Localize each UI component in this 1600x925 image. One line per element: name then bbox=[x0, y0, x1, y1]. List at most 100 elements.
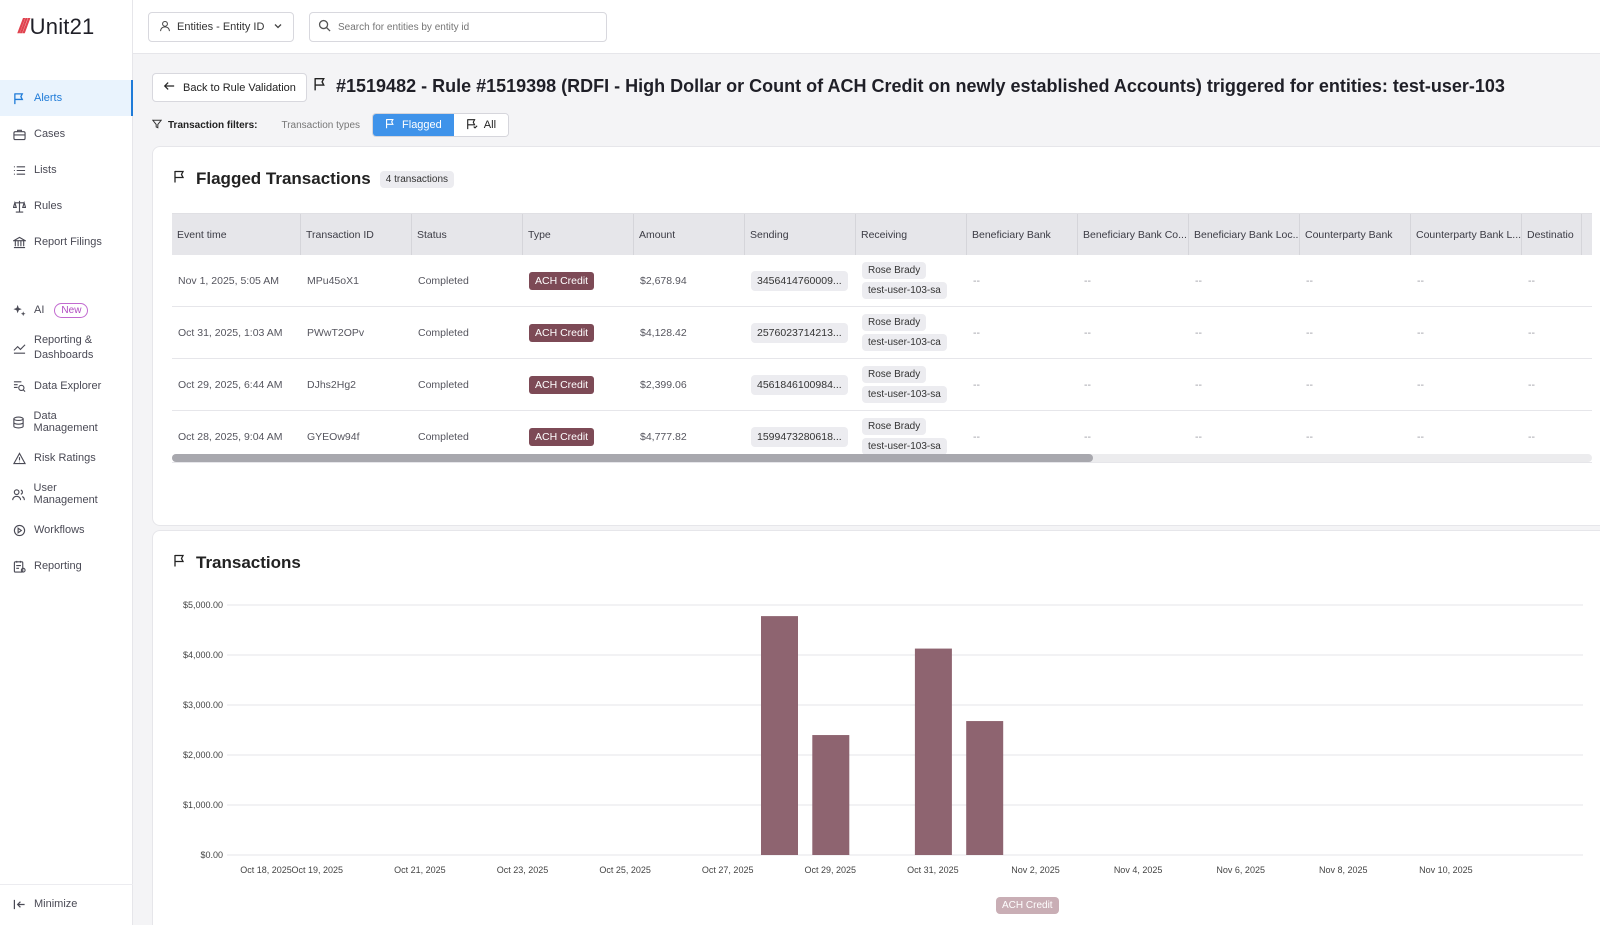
table-row[interactable]: Oct 31, 2025, 1:03 AM PWwT2OPv Completed AC… bbox=[172, 307, 1592, 359]
column-header[interactable]: Status bbox=[412, 214, 523, 255]
empty-cell: -- bbox=[1411, 255, 1522, 306]
legend-ach-credit[interactable]: ACH Credit bbox=[996, 897, 1059, 914]
receiving-account-chip[interactable]: test-user-103-sa bbox=[862, 438, 947, 455]
empty-cell: -- bbox=[1300, 411, 1411, 462]
sidebar-item-ai[interactable]: AI New bbox=[0, 292, 133, 328]
amount: $4,777.82 bbox=[640, 430, 687, 443]
receiving-name-chip[interactable]: Rose Brady bbox=[862, 262, 927, 279]
receiving-name-chip[interactable]: Rose Brady bbox=[862, 418, 927, 435]
sidebar-item-rules[interactable]: Rules bbox=[0, 188, 133, 224]
flagged-toggle-button[interactable]: Flagged bbox=[373, 114, 454, 136]
entity-type-select[interactable]: Entities - Entity ID bbox=[148, 12, 294, 42]
chart-bar[interactable] bbox=[966, 721, 1004, 855]
y-tick-label: $2,000.00 bbox=[183, 750, 223, 760]
transaction-id[interactable]: MPu45oX1 bbox=[307, 274, 359, 287]
sidebar-item-label: Lists bbox=[34, 164, 57, 176]
column-header[interactable]: Type bbox=[523, 214, 634, 255]
column-header[interactable]: Beneficiary Bank bbox=[967, 214, 1078, 255]
column-header[interactable]: Destinatio bbox=[1522, 214, 1582, 255]
sidebar-item-risk-ratings[interactable]: Risk Ratings bbox=[0, 440, 133, 476]
transaction-types-filter[interactable]: Transaction types bbox=[281, 119, 361, 131]
chart-bar[interactable] bbox=[914, 648, 952, 855]
flag-icon bbox=[173, 553, 187, 573]
sending-account-chip[interactable]: 3456414760009... bbox=[751, 270, 848, 291]
sidebar-item-label: AI bbox=[34, 304, 45, 316]
column-header[interactable]: Beneficiary Bank Co... bbox=[1078, 214, 1189, 255]
empty-value: -- bbox=[1528, 430, 1535, 443]
logo-text: Unit21 bbox=[29, 14, 95, 39]
horizontal-scrollbar[interactable] bbox=[172, 454, 1592, 462]
sending-account-chip[interactable]: 4561846100984... bbox=[751, 374, 848, 395]
new-badge: New bbox=[54, 302, 89, 318]
receiving-account-chip[interactable]: test-user-103-ca bbox=[862, 334, 947, 351]
chevron-down-icon bbox=[273, 21, 283, 34]
sidebar-item-label: Workflows bbox=[34, 524, 85, 536]
receiving-account-chip[interactable]: test-user-103-sa bbox=[862, 282, 947, 299]
column-header[interactable]: Event time bbox=[172, 214, 301, 255]
table-row[interactable]: Oct 28, 2025, 9:04 AM GYEOw94f Completed AC… bbox=[172, 411, 1592, 463]
sidebar-item-reporting[interactable]: Reporting bbox=[0, 548, 133, 584]
table-row[interactable]: Oct 29, 2025, 6:44 AM DJhs2Hg2 Completed AC… bbox=[172, 359, 1592, 411]
amount-cell: $4,777.82 bbox=[634, 411, 745, 462]
minimize-button[interactable]: Minimize bbox=[0, 893, 133, 915]
scale-icon bbox=[12, 199, 26, 213]
all-toggle-button[interactable]: All bbox=[453, 114, 509, 136]
transactions-title: Transactions bbox=[173, 553, 301, 573]
page-title-text: #1519482 - Rule #1519398 (RDFI - High Do… bbox=[336, 76, 1505, 96]
column-header[interactable]: Beneficiary Bank Loc... bbox=[1189, 214, 1300, 255]
logo[interactable]: /// Unit21 bbox=[18, 14, 94, 40]
entity-select-value: Entities - Entity ID bbox=[177, 21, 265, 33]
sidebar: /// Unit21 Alerts Cases Lists Rules Repo… bbox=[0, 0, 133, 925]
entity-search[interactable] bbox=[309, 12, 607, 42]
empty-value: -- bbox=[1528, 326, 1535, 339]
sidebar-item-label: Reporting & Dashboards bbox=[34, 334, 94, 361]
x-tick-label: Oct 23, 2025 bbox=[497, 865, 549, 875]
empty-value: -- bbox=[973, 326, 980, 339]
back-to-rule-validation-button[interactable]: Back to Rule Validation bbox=[152, 73, 307, 102]
column-header[interactable]: Counterparty Bank L... bbox=[1411, 214, 1522, 255]
y-tick-label: $1,000.00 bbox=[183, 800, 223, 810]
column-header[interactable]: Receiving bbox=[856, 214, 967, 255]
sidebar-item-data-explorer[interactable]: Data Explorer bbox=[0, 368, 133, 404]
chart-bar[interactable] bbox=[812, 735, 850, 855]
scrollbar-thumb[interactable] bbox=[172, 454, 1093, 462]
report-icon bbox=[12, 559, 26, 573]
sending-account-chip[interactable]: 2576023714213... bbox=[751, 322, 848, 343]
column-header[interactable]: Counterparty Bank bbox=[1300, 214, 1411, 255]
sidebar-item-cases[interactable]: Cases bbox=[0, 116, 133, 152]
column-header[interactable]: Amount bbox=[634, 214, 745, 255]
search-input[interactable] bbox=[338, 21, 588, 33]
filters-label: Transaction filters: bbox=[151, 119, 257, 132]
nav-secondary: AI New Reporting & Dashboards Data Explo… bbox=[0, 292, 133, 584]
receiving-name-chip[interactable]: Rose Brady bbox=[862, 366, 927, 383]
x-tick-label: Nov 10, 2025 bbox=[1419, 865, 1473, 875]
type-cell: ACH Credit bbox=[523, 411, 634, 462]
column-header[interactable]: Transaction ID bbox=[301, 214, 412, 255]
sidebar-item-alerts[interactable]: Alerts bbox=[0, 80, 133, 116]
transaction-id[interactable]: PWwT2OPv bbox=[307, 326, 365, 339]
sidebar-item-label: Cases bbox=[34, 128, 66, 140]
sending-cell: 4561846100984... bbox=[745, 359, 856, 410]
sidebar-item-data-management[interactable]: Data Management bbox=[0, 404, 133, 440]
chart-bar[interactable] bbox=[761, 616, 798, 855]
sidebar-item-reporting-dashboards[interactable]: Reporting & Dashboards bbox=[0, 328, 133, 368]
empty-value: -- bbox=[1195, 378, 1202, 391]
receiving-name-chip[interactable]: Rose Brady bbox=[862, 314, 927, 331]
table-row[interactable]: Nov 1, 2025, 5:05 AM MPu45oX1 Completed ACH… bbox=[172, 255, 1592, 307]
column-header[interactable]: Sending bbox=[745, 214, 856, 255]
sending-account-chip[interactable]: 1599473280618... bbox=[751, 426, 848, 447]
y-tick-label: $5,000.00 bbox=[183, 600, 223, 610]
sidebar-item-workflows[interactable]: Workflows bbox=[0, 512, 133, 548]
empty-cell: -- bbox=[967, 255, 1078, 306]
transaction-id[interactable]: GYEOw94f bbox=[307, 430, 360, 443]
sidebar-item-lists[interactable]: Lists bbox=[0, 152, 133, 188]
flagged-transactions-card: Flagged Transactions 4 transactions Even… bbox=[152, 146, 1600, 526]
receiving-account-chip[interactable]: test-user-103-sa bbox=[862, 386, 947, 403]
transaction-filters: Transaction filters: Transaction types F… bbox=[151, 113, 510, 137]
sidebar-item-report-filings[interactable]: Report Filings bbox=[0, 224, 133, 260]
transaction-id[interactable]: DJhs2Hg2 bbox=[307, 378, 357, 391]
sidebar-item-user-management[interactable]: User Management bbox=[0, 476, 133, 512]
section-title-text: Transactions bbox=[196, 553, 301, 572]
type-badge: ACH Credit bbox=[529, 323, 595, 342]
empty-value: -- bbox=[1084, 378, 1091, 391]
